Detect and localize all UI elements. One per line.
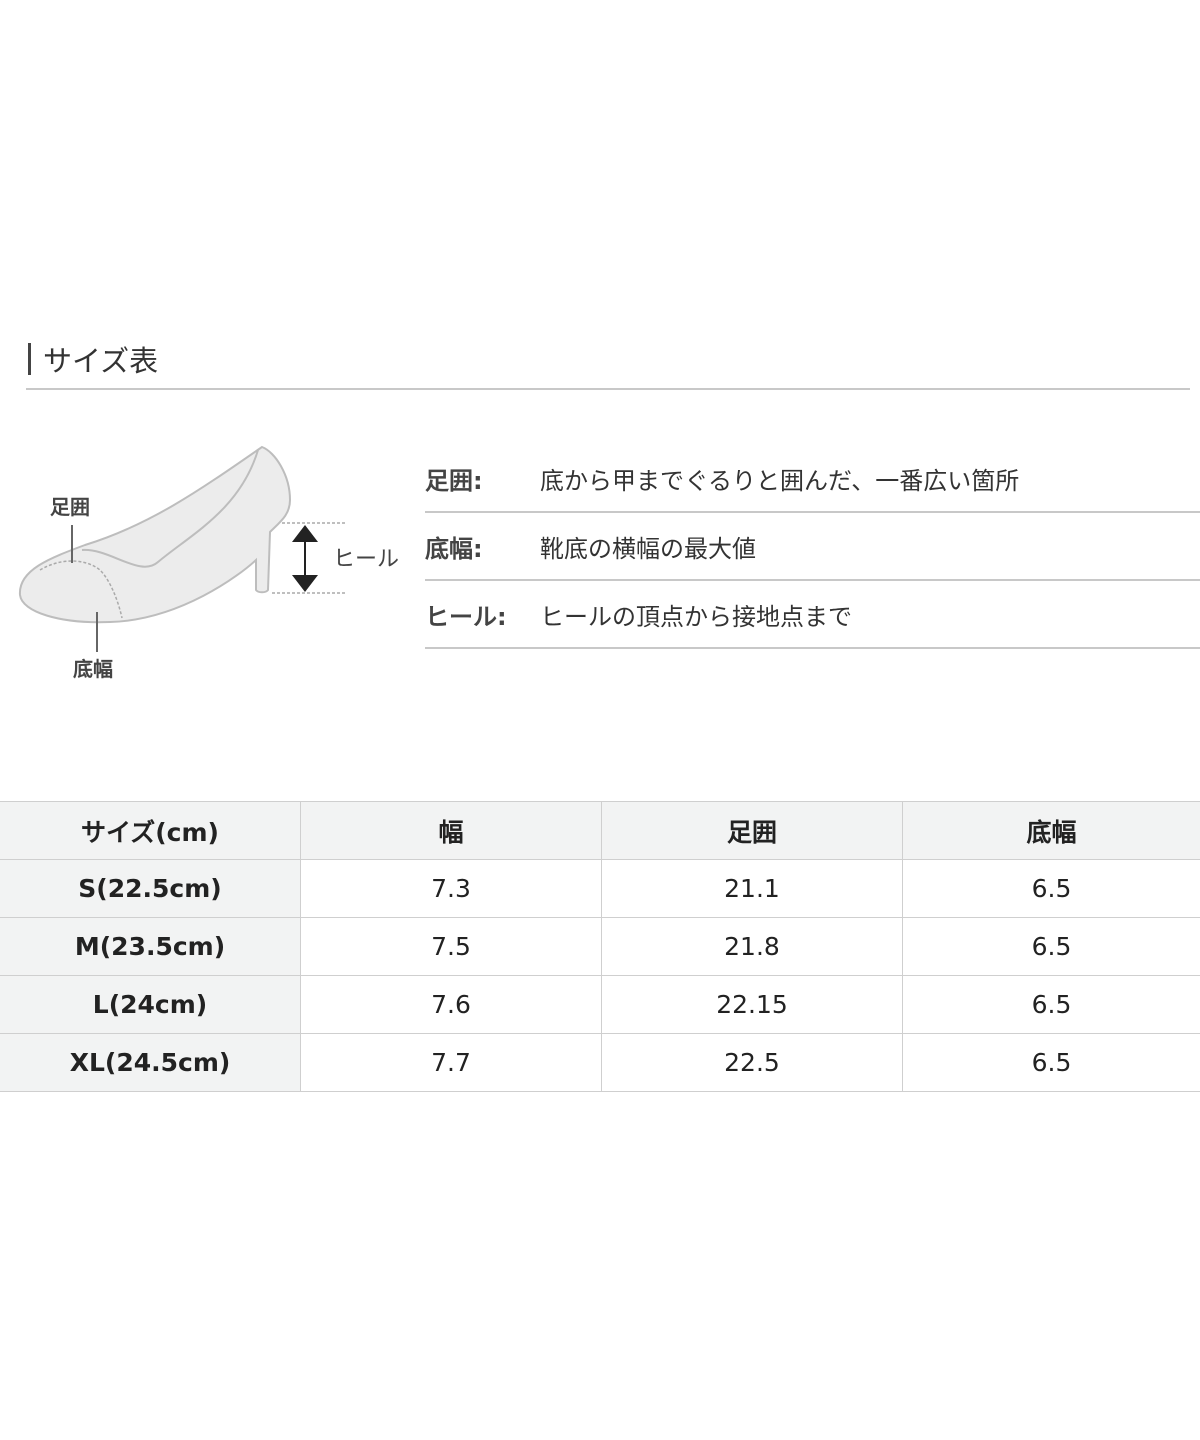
- cell-width: 7.3: [300, 859, 602, 918]
- label-heel: ヒール: [333, 547, 399, 572]
- header-girth: 足囲: [601, 801, 903, 860]
- table-row: L(24cm) 7.6 22.15 6.5: [0, 975, 1200, 1034]
- cell-width: 7.7: [300, 1033, 602, 1092]
- height-arrow-icon: [292, 525, 318, 592]
- cell-girth: 22.15: [601, 975, 903, 1034]
- table-header-row: サイズ(cm) 幅 足囲 底幅: [0, 801, 1200, 860]
- table-row: XL(24.5cm) 7.7 22.5 6.5: [0, 1033, 1200, 1092]
- title-accent-bar: [28, 343, 31, 375]
- cell-girth: 21.1: [601, 859, 903, 918]
- cell-sole-width: 6.5: [902, 859, 1200, 918]
- shoe-diagram: 足囲 底幅 ヒール: [18, 445, 399, 681]
- cell-size: S(22.5cm): [0, 859, 301, 918]
- cell-girth: 22.5: [601, 1033, 903, 1092]
- cell-size: M(23.5cm): [0, 917, 301, 976]
- label-toe: 足囲: [50, 495, 90, 519]
- title-divider: [26, 388, 1190, 390]
- cell-sole-width: 6.5: [902, 975, 1200, 1034]
- table-row: M(23.5cm) 7.5 21.8 6.5: [0, 917, 1200, 976]
- definition-row: 足囲: 底から甲までぐるりと囲んだ、一番広い箇所: [425, 445, 1200, 513]
- definition-desc: ヒールの頂点から接地点まで: [540, 602, 852, 631]
- table-row: S(22.5cm) 7.3 21.1 6.5: [0, 859, 1200, 918]
- cell-size: XL(24.5cm): [0, 1033, 301, 1092]
- cell-width: 7.5: [300, 917, 602, 976]
- definition-term: 底幅:: [425, 534, 483, 563]
- cell-width: 7.6: [300, 975, 602, 1034]
- definition-desc: 底から甲までぐるりと囲んだ、一番広い箇所: [540, 466, 1020, 495]
- cell-sole-width: 6.5: [902, 917, 1200, 976]
- cell-size: L(24cm): [0, 975, 301, 1034]
- definition-desc: 靴底の横幅の最大値: [540, 534, 756, 563]
- section-title-text: サイズ表: [43, 344, 159, 378]
- definition-row: 底幅: 靴底の横幅の最大値: [425, 513, 1200, 581]
- definitions-list: 足囲: 底から甲までぐるりと囲んだ、一番広い箇所 底幅: 靴底の横幅の最大値 ヒ…: [425, 445, 1200, 649]
- header-width: 幅: [300, 801, 602, 860]
- cell-girth: 21.8: [601, 917, 903, 976]
- size-table: サイズ(cm) 幅 足囲 底幅 S(22.5cm) 7.3 21.1 6.5 M…: [0, 801, 1200, 1092]
- shoe-outline-icon: [18, 445, 292, 624]
- header-sole-width: 底幅: [902, 801, 1200, 860]
- label-sole: 底幅: [73, 657, 113, 681]
- header-size: サイズ(cm): [0, 801, 301, 860]
- definition-term: ヒール:: [425, 602, 507, 631]
- cell-sole-width: 6.5: [902, 1033, 1200, 1092]
- definition-row: ヒール: ヒールの頂点から接地点まで: [425, 581, 1200, 649]
- section-title: サイズ表: [28, 338, 158, 380]
- definition-term: 足囲:: [425, 466, 483, 495]
